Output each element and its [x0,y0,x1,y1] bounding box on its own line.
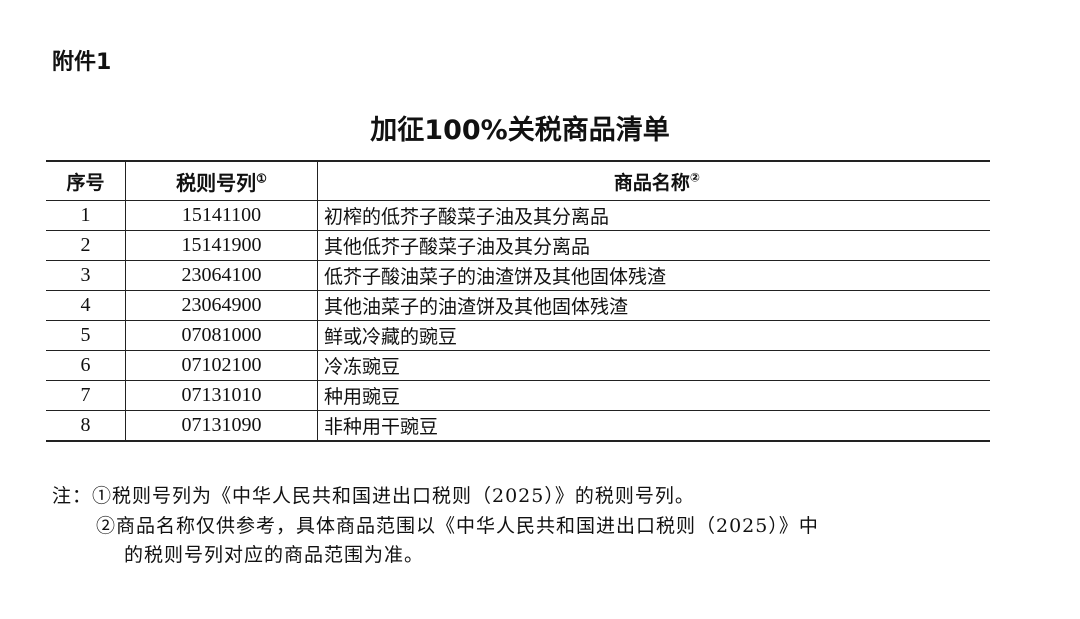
header-index-label: 序号 [66,171,105,194]
cell-tariff-code: 23064900 [125,290,318,321]
cell-product-name: 其他油菜子的油渣饼及其他固体残渣 [317,290,990,321]
header-product-name: 商品名称② [317,160,990,201]
table-row: 2 15141900 其他低芥子酸菜子油及其分离品 [46,230,990,261]
attachment-label: 附件1 [52,50,112,75]
table-row: 4 23064900 其他油菜子的油渣饼及其他固体残渣 [46,290,990,321]
note-2-continued: 的税则号列对应的商品范围为准。 [124,544,425,566]
cell-index: 8 [46,410,126,442]
footnote-mark-2: ② [689,170,701,185]
header-tariff-code: 税则号列① [125,160,318,201]
cell-product-name: 低芥子酸油菜子的油渣饼及其他固体残渣 [317,260,990,291]
cell-product-name: 种用豌豆 [317,380,990,411]
header-index: 序号 [46,160,126,201]
cell-index: 1 [46,200,126,231]
cell-index: 3 [46,260,126,291]
table-row: 1 15141100 初榨的低芥子酸菜子油及其分离品 [46,200,990,231]
table-row: 5 07081000 鲜或冷藏的豌豆 [46,320,990,351]
header-tariff-code-label: 税则号列 [176,172,257,195]
cell-product-name: 其他低芥子酸菜子油及其分离品 [317,230,990,261]
cell-product-name: 冷冻豌豆 [317,350,990,381]
cell-index: 7 [46,380,126,411]
cell-tariff-code: 07131090 [125,410,318,442]
tariff-table: 序号 税则号列① 商品名称② 1 15141100 初榨的低芥子酸菜子油及其分离品 2… [46,160,990,442]
note-1: 注：①税则号列为《中华人民共和国进出口税则（2025）》的税则号列。 [52,485,695,507]
page-title: 加征100%关税商品清单 [370,115,670,146]
cell-tariff-code: 07131010 [125,380,318,411]
table-row: 6 07102100 冷冻豌豆 [46,350,990,381]
table-header-row: 序号 税则号列① 商品名称② [46,160,990,201]
cell-index: 6 [46,350,126,381]
cell-index: 5 [46,320,126,351]
cell-product-name: 非种用干豌豆 [317,410,990,442]
note-2: ②商品名称仅供参考，具体商品范围以《中华人民共和国进出口税则（2025）》中 [96,515,819,537]
header-product-name-label: 商品名称 [613,171,690,194]
cell-product-name: 初榨的低芥子酸菜子油及其分离品 [317,200,990,231]
table-row: 3 23064100 低芥子酸油菜子的油渣饼及其他固体残渣 [46,260,990,291]
cell-index: 2 [46,230,126,261]
cell-product-name: 鲜或冷藏的豌豆 [317,320,990,351]
footnote-mark-1: ① [256,170,267,185]
table-row: 7 07131010 种用豌豆 [46,380,990,411]
cell-tariff-code: 15141100 [125,200,318,231]
cell-index: 4 [46,290,126,321]
cell-tariff-code: 15141900 [125,230,318,261]
cell-tariff-code: 07102100 [125,350,318,381]
table-row: 8 07131090 非种用干豌豆 [46,410,990,442]
cell-tariff-code: 23064100 [125,260,318,291]
cell-tariff-code: 07081000 [125,320,318,351]
